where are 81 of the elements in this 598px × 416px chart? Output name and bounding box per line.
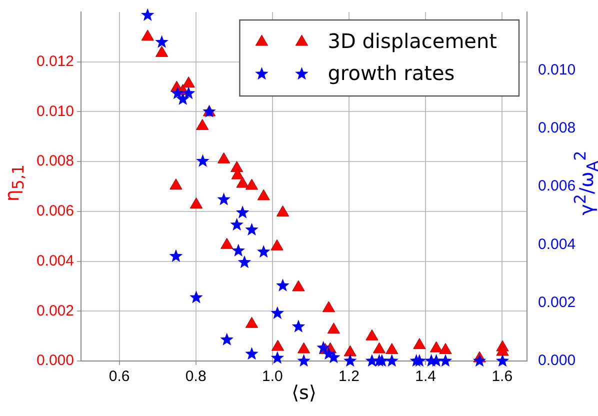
point bbox=[238, 255, 252, 268]
point bbox=[271, 340, 284, 351]
point bbox=[231, 168, 244, 180]
legend-label: 3D displacement bbox=[328, 29, 498, 54]
point bbox=[292, 320, 306, 332]
point bbox=[496, 344, 509, 356]
point bbox=[297, 342, 310, 354]
point bbox=[220, 332, 234, 346]
point bbox=[372, 342, 386, 354]
point bbox=[245, 316, 258, 328]
point bbox=[217, 152, 230, 164]
x-tick-label: 1.6 bbox=[492, 368, 513, 386]
point bbox=[316, 340, 330, 354]
point bbox=[322, 301, 336, 312]
point bbox=[170, 86, 184, 100]
point bbox=[155, 35, 168, 48]
point bbox=[270, 351, 284, 364]
point bbox=[412, 354, 426, 367]
y2-tick-label: 0.000 bbox=[538, 352, 576, 370]
y2-tick-label: 0.010 bbox=[538, 61, 576, 78]
y-tick-label: 0.008 bbox=[36, 152, 74, 170]
point bbox=[276, 205, 290, 216]
point bbox=[196, 154, 210, 167]
point bbox=[385, 354, 399, 367]
point bbox=[430, 341, 443, 352]
point bbox=[236, 206, 250, 218]
y-tick-label: 0.000 bbox=[36, 352, 74, 370]
x-tick-label: 0.6 bbox=[108, 368, 130, 386]
point bbox=[169, 249, 183, 262]
point bbox=[182, 86, 196, 100]
point bbox=[245, 222, 258, 236]
point bbox=[155, 46, 168, 57]
y-tick-label: 0.004 bbox=[36, 252, 74, 270]
point bbox=[327, 322, 340, 334]
point bbox=[327, 350, 340, 364]
point bbox=[276, 278, 290, 292]
x-tick-label: 1.2 bbox=[338, 368, 360, 386]
point bbox=[245, 178, 258, 190]
point bbox=[297, 354, 310, 367]
point bbox=[496, 354, 510, 367]
point bbox=[270, 306, 284, 319]
x-tick-label: 1.4 bbox=[415, 368, 436, 386]
point bbox=[270, 239, 284, 250]
point bbox=[413, 338, 426, 350]
point bbox=[182, 76, 195, 88]
point bbox=[344, 345, 356, 356]
point bbox=[343, 354, 357, 367]
point bbox=[190, 197, 203, 208]
point bbox=[217, 192, 230, 206]
y-tick-label: 0.002 bbox=[36, 302, 74, 320]
x-tick-label: 0.8 bbox=[185, 368, 206, 386]
y-tick-label: 0.010 bbox=[36, 102, 74, 120]
y2-tick-label: 0.006 bbox=[538, 178, 576, 195]
y2-tick-label: 0.004 bbox=[538, 236, 576, 253]
point bbox=[190, 290, 203, 304]
y-tick-label: 0.006 bbox=[36, 202, 74, 220]
point bbox=[292, 280, 305, 292]
y2-tick-label: 0.008 bbox=[538, 119, 576, 136]
x-axis-title: ⟨s⟩ bbox=[292, 382, 316, 404]
point bbox=[140, 8, 154, 21]
point bbox=[230, 218, 244, 231]
y2-tick-label: 0.002 bbox=[538, 294, 576, 311]
point bbox=[438, 354, 452, 367]
point bbox=[170, 178, 182, 190]
point bbox=[257, 189, 270, 200]
point bbox=[439, 343, 452, 354]
point bbox=[366, 329, 378, 340]
point bbox=[196, 118, 209, 130]
point bbox=[375, 354, 389, 367]
point bbox=[232, 244, 245, 256]
point bbox=[236, 176, 249, 188]
point bbox=[472, 354, 486, 367]
point bbox=[386, 343, 398, 354]
point bbox=[256, 244, 270, 258]
point bbox=[220, 238, 234, 249]
x-tick-label: 1.0 bbox=[262, 368, 283, 386]
legend-label: growth rates bbox=[328, 61, 455, 86]
point bbox=[141, 30, 154, 41]
point bbox=[245, 347, 258, 360]
y-tick-label: 0.012 bbox=[36, 53, 74, 70]
point bbox=[176, 92, 190, 105]
